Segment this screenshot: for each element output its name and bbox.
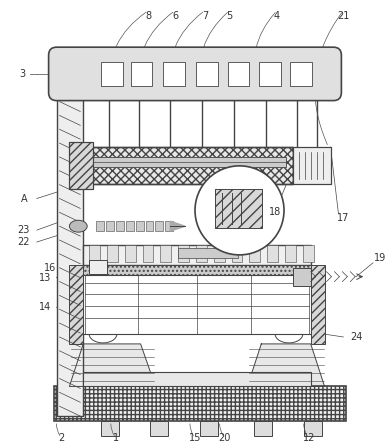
Text: 18: 18: [269, 207, 281, 218]
Circle shape: [195, 166, 284, 255]
Bar: [178, 245, 189, 262]
Text: 2: 2: [58, 433, 65, 443]
Bar: [156, 221, 163, 231]
Bar: [83, 147, 293, 184]
Bar: [106, 221, 114, 231]
Bar: [93, 157, 286, 167]
Bar: [228, 62, 249, 86]
FancyBboxPatch shape: [49, 47, 341, 101]
Text: 21: 21: [337, 11, 349, 20]
Text: 23: 23: [18, 225, 30, 235]
Bar: [214, 245, 225, 262]
Bar: [151, 421, 168, 436]
Text: 1: 1: [113, 433, 119, 443]
Bar: [89, 245, 100, 262]
Text: 19: 19: [374, 253, 386, 263]
Bar: [267, 245, 278, 262]
Text: A: A: [21, 194, 27, 203]
Bar: [232, 245, 243, 262]
Bar: [165, 221, 173, 231]
Bar: [215, 189, 262, 228]
Bar: [83, 147, 293, 184]
Bar: [163, 62, 185, 86]
Bar: [311, 265, 324, 344]
Bar: [101, 421, 119, 436]
Text: 24: 24: [350, 332, 362, 342]
Bar: [131, 62, 152, 86]
Text: 5: 5: [227, 11, 233, 20]
Bar: [96, 221, 104, 231]
Bar: [160, 245, 171, 262]
Bar: [293, 147, 330, 184]
Bar: [69, 265, 83, 344]
Text: 12: 12: [303, 433, 315, 443]
Bar: [285, 245, 296, 262]
Bar: [215, 189, 262, 228]
Bar: [196, 245, 207, 262]
Polygon shape: [170, 221, 185, 231]
Bar: [303, 245, 314, 262]
Bar: [83, 245, 311, 265]
Bar: [178, 248, 238, 258]
Text: 3: 3: [19, 69, 25, 79]
Bar: [290, 62, 312, 86]
Polygon shape: [247, 344, 324, 386]
Bar: [83, 265, 311, 275]
Text: 13: 13: [39, 273, 51, 283]
Bar: [89, 260, 107, 274]
Bar: [136, 221, 144, 231]
Bar: [125, 245, 136, 262]
Text: 6: 6: [172, 11, 178, 20]
Bar: [101, 62, 123, 86]
Bar: [53, 386, 346, 421]
Text: 17: 17: [337, 213, 349, 223]
Ellipse shape: [69, 220, 87, 232]
Bar: [116, 221, 124, 231]
Bar: [293, 268, 311, 285]
Bar: [83, 372, 311, 386]
Text: 22: 22: [18, 237, 30, 247]
Bar: [200, 421, 218, 436]
Polygon shape: [69, 344, 156, 386]
Text: 15: 15: [189, 433, 201, 443]
Bar: [69, 142, 93, 189]
Text: 4: 4: [274, 11, 280, 20]
Bar: [293, 147, 330, 184]
Bar: [107, 245, 118, 262]
Bar: [143, 245, 153, 262]
Text: 14: 14: [39, 302, 51, 312]
Bar: [57, 52, 83, 416]
Bar: [145, 221, 153, 231]
Bar: [304, 421, 322, 436]
Text: 16: 16: [43, 263, 56, 273]
Bar: [254, 421, 272, 436]
Bar: [126, 221, 134, 231]
Text: 8: 8: [145, 11, 152, 20]
Bar: [83, 275, 311, 334]
Bar: [196, 62, 218, 86]
Text: 20: 20: [218, 433, 231, 443]
Bar: [69, 142, 93, 189]
Bar: [249, 245, 260, 262]
Bar: [259, 62, 281, 86]
Text: 7: 7: [202, 11, 208, 20]
